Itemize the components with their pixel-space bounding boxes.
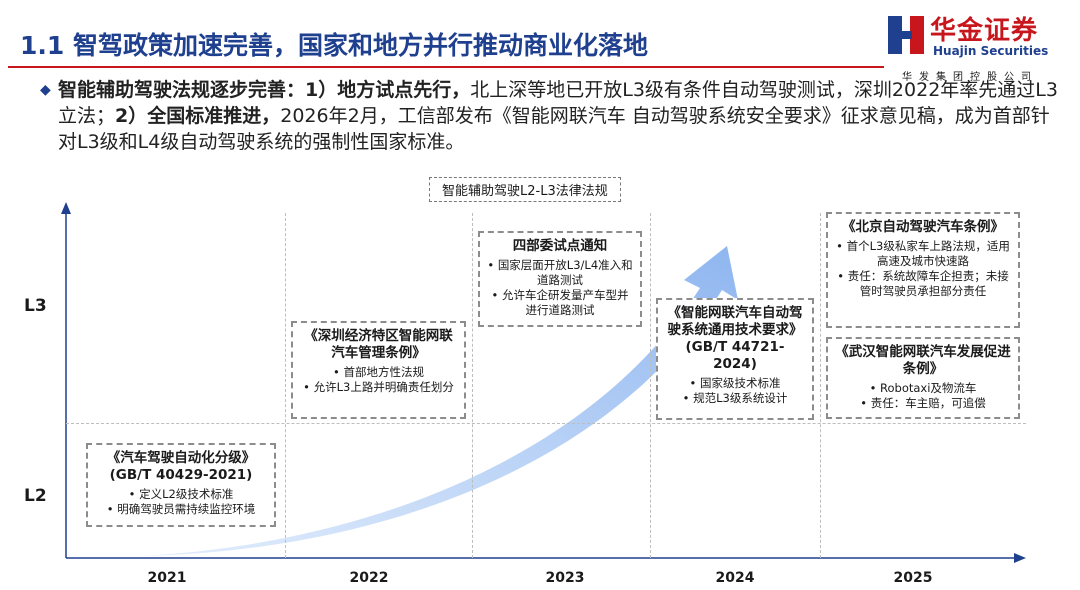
grid-line-2025 bbox=[820, 213, 821, 558]
regulation-title: 四部委试点通知 bbox=[512, 238, 608, 254]
regulation-bullet: 国家级技术标准 bbox=[664, 376, 806, 391]
huajin-logo-icon bbox=[888, 16, 924, 54]
regulation-card-2024: 《智能网联汽车自动驾驶系统通用技术要求》(GB/T 44721-2024) 国家… bbox=[656, 298, 814, 420]
grid-line-2024 bbox=[650, 213, 651, 558]
regulation-card-2022: 《深圳经济特区智能网联汽车管理条例》 首部地方性法规 允许L3上路并明确责任划分 bbox=[291, 321, 466, 419]
level-label-l2: L2 bbox=[24, 486, 47, 506]
regulation-bullet: Robotaxi及物流车 bbox=[834, 381, 1012, 396]
regulation-bullet: 首部地方性法规 bbox=[299, 365, 458, 380]
intro-point1-title: 1）地方试点先行， bbox=[305, 79, 471, 101]
intro-point2-text: 2026年2月，工信部发布《智能网联汽车 自动驾驶系统安全要求》征求意见稿，成为… bbox=[58, 105, 1050, 153]
intro-lead: 智能辅助驾驶法规逐步完善： bbox=[58, 79, 306, 101]
regulation-bullet: 首个L3级私家车上路法规，适用高速及城市快速路 bbox=[834, 239, 1012, 269]
regulation-bullet: 允许L3上路并明确责任划分 bbox=[299, 380, 458, 395]
regulation-bullet: 允许车企研发量产车型并进行道路测试 bbox=[486, 288, 634, 318]
year-label-2025: 2025 bbox=[893, 570, 933, 586]
logo-subtitle: 华发集团控股公司 bbox=[902, 72, 1038, 83]
regulation-card-2025-beijing: 《北京自动驾驶汽车条例》 首个L3级私家车上路法规，适用高速及城市快速路 责任：… bbox=[826, 212, 1020, 328]
intro-point2-title: 2）全国标准推进， bbox=[115, 105, 281, 127]
regulation-title: 《北京自动驾驶汽车条例》 bbox=[842, 219, 1004, 235]
level-divider bbox=[66, 423, 1026, 424]
grid-line-2023 bbox=[472, 213, 473, 558]
diamond-bullet-icon: ◆ bbox=[40, 82, 51, 98]
intro-point1-text: 北上深等地已开放L3级有条件自动驾驶测试，深圳2022年率先通过L3立法； bbox=[58, 79, 1058, 127]
regulation-bullet: 国家层面开放L3/L4准入和道路测试 bbox=[486, 258, 634, 288]
logo-english-name: Huajin Securities bbox=[933, 44, 1049, 58]
regulation-bullet: 责任：系统故障车企担责；未接管时驾驶员承担部分责任 bbox=[834, 269, 1012, 299]
regulation-bullet: 定义L2级技术标准 bbox=[94, 487, 268, 502]
regulation-title: 《智能网联汽车自动驾驶系统通用技术要求》(GB/T 44721-2024) bbox=[667, 305, 803, 372]
year-label-2022: 2022 bbox=[349, 570, 389, 586]
year-label-2021: 2021 bbox=[147, 570, 187, 586]
logo-chinese-name: 华金证券 bbox=[930, 16, 1039, 46]
timeline-label: 智能辅助驾驶L2-L3法律法规 bbox=[429, 177, 621, 202]
year-label-2024: 2024 bbox=[715, 570, 755, 586]
regulation-title: 《汽车驾驶自动化分级》(GB/T 40429-2021) bbox=[106, 450, 256, 483]
growth-arrow bbox=[140, 246, 738, 556]
regulation-bullet: 责任：车主赔，可追偿 bbox=[834, 396, 1012, 411]
regulation-bullet: 规范L3级系统设计 bbox=[664, 391, 806, 406]
regulation-title: 《深圳经济特区智能网联汽车管理条例》 bbox=[304, 328, 453, 361]
regulation-card-2023: 四部委试点通知 国家层面开放L3/L4准入和道路测试 允许车企研发量产车型并进行… bbox=[478, 231, 642, 327]
year-label-2023: 2023 bbox=[545, 570, 585, 586]
page-title: 1.1 智驾政策加速完善，国家和地方并行推动商业化落地 bbox=[20, 31, 648, 60]
grid-line-2022 bbox=[285, 213, 286, 558]
regulation-title: 《武汉智能网联汽车发展促进条例》 bbox=[835, 344, 1011, 377]
title-divider bbox=[8, 66, 884, 68]
regulation-bullet: 明确驾驶员需持续监控环境 bbox=[94, 502, 268, 517]
level-label-l3: L3 bbox=[24, 296, 47, 316]
regulation-card-2021: 《汽车驾驶自动化分级》(GB/T 40429-2021) 定义L2级技术标准 明… bbox=[86, 443, 276, 527]
regulation-card-2025-wuhan: 《武汉智能网联汽车发展促进条例》 Robotaxi及物流车 责任：车主赔，可追偿 bbox=[826, 337, 1020, 419]
intro-paragraph: 智能辅助驾驶法规逐步完善：1）地方试点先行，北上深等地已开放L3级有条件自动驾驶… bbox=[58, 77, 1058, 155]
